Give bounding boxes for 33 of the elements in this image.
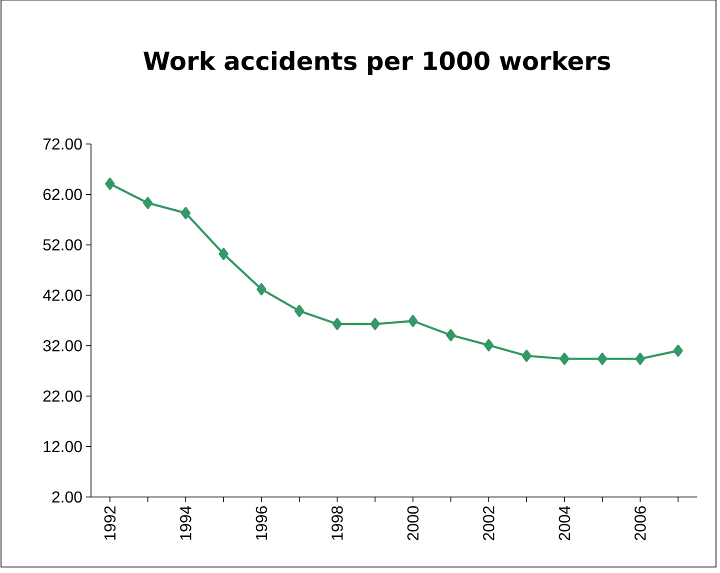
x-tick-label: 2000 <box>407 506 419 540</box>
point <box>484 339 494 352</box>
point <box>256 283 266 296</box>
point <box>105 178 115 190</box>
x-tick-label: 2004 <box>558 506 570 540</box>
point <box>370 318 380 330</box>
point <box>635 352 646 365</box>
y-tick-label: 42.00 <box>42 290 82 301</box>
y-tick-label: 62.00 <box>43 188 82 200</box>
y-tick-label: 32.00 <box>43 340 82 352</box>
point <box>294 304 304 318</box>
x-tick-label: 1992 <box>104 506 116 540</box>
chart-title: Work accidents per 1000 workers <box>144 50 610 76</box>
point <box>180 206 191 220</box>
point <box>332 318 342 330</box>
point <box>142 196 153 210</box>
x-tick-label: 2002 <box>483 506 494 540</box>
x-tick-label: 2006 <box>634 506 646 540</box>
x-tick-label: 1996 <box>256 506 268 540</box>
point <box>446 329 456 342</box>
y-tick-label: 12.00 <box>44 440 82 452</box>
x-tick-label: 1994 <box>180 506 192 540</box>
point <box>218 248 228 260</box>
y-tick-label: 52.00 <box>43 239 82 250</box>
point <box>673 344 683 357</box>
y-tick-label: 22.00 <box>43 390 82 402</box>
y-tick-label: 72.00 <box>43 138 82 150</box>
y-tick-label: 2.00 <box>52 491 82 503</box>
point <box>522 350 532 362</box>
x-tick-label: 1998 <box>332 506 343 540</box>
point <box>597 352 608 365</box>
point <box>408 314 418 328</box>
point <box>560 352 570 365</box>
